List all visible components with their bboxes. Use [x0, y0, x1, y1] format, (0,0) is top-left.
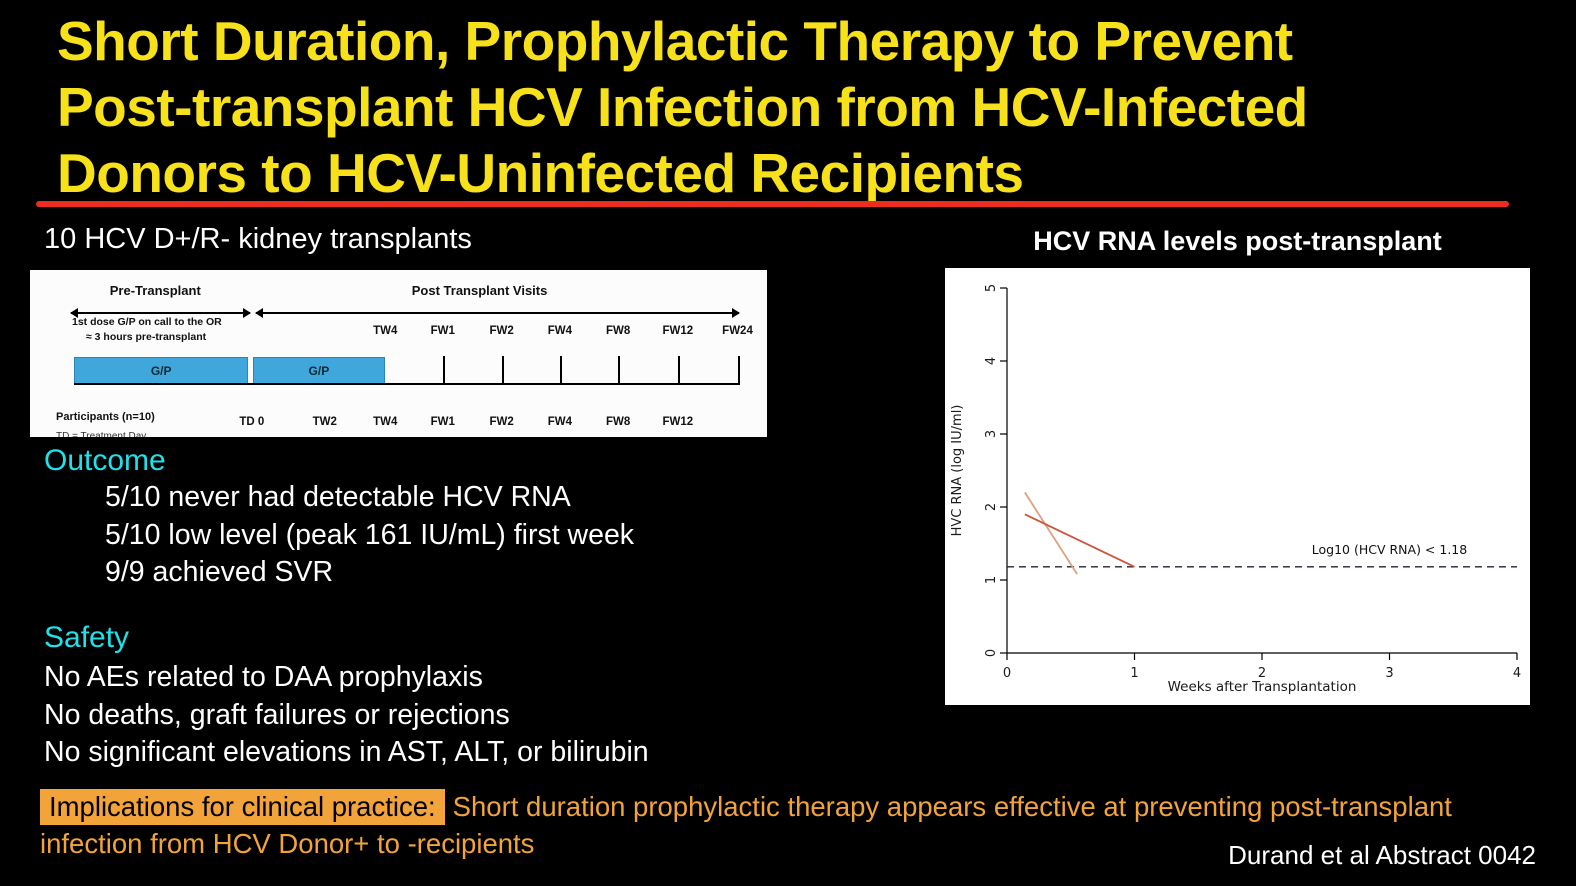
implications-body: Short duration prophylactic therapy appe…: [40, 791, 1452, 859]
first-dose-note-line2: ≈ 3 hours pre-transplant: [86, 331, 207, 343]
top-tick-label: FW1: [430, 325, 455, 337]
safety-item: No significant elevations in AST, ALT, o…: [44, 736, 649, 768]
outcome-item: 5/10 never had detectable HCV RNA: [105, 481, 571, 513]
bottom-tick-label: TW4: [373, 416, 398, 428]
svg-text:1: 1: [984, 576, 999, 584]
pre-transplant-arrow: [69, 308, 251, 318]
gp-treatment-bar-pre: G/P: [74, 357, 249, 384]
svg-text:4: 4: [1513, 666, 1521, 681]
top-tick-label: FW4: [547, 325, 573, 337]
svg-text:0: 0: [984, 649, 999, 657]
bottom-tick-label: FW1: [430, 416, 455, 428]
chart-panel: 0 1 2 3 4 0 1 2 3 4 5 Log10 (HCV RNA) < 1.18 HVC RNA…: [945, 268, 1530, 705]
left-section-heading: 10 HCV D+/R- kidney transplants: [44, 223, 472, 255]
svg-text:Weeks after Transplantation: Weeks after Transplantation: [1168, 679, 1357, 695]
title-line-3: Donors to HCV-Uninfected Recipients: [57, 142, 1024, 204]
gp-treatment-bar-post: G/P: [252, 357, 386, 384]
top-tick-label: FW24: [722, 325, 753, 337]
title-line-2: Post-transplant HCV Infection from HCV-I…: [57, 76, 1308, 138]
safety-heading: Safety: [44, 621, 130, 654]
svg-text:2: 2: [984, 503, 999, 511]
outcome-heading: Outcome: [44, 444, 166, 477]
timeline-footnote: TD = Treatment Day: [56, 431, 147, 437]
top-tick-label: FW2: [489, 325, 514, 337]
timeline-axis-line: [74, 383, 739, 385]
top-tick-label: TW4: [373, 325, 398, 337]
svg-text:3: 3: [984, 430, 999, 438]
bottom-tick-label: TW2: [312, 416, 337, 428]
pre-transplant-label: Pre-Transplant: [109, 283, 201, 298]
bottom-tick-label: TD 0: [239, 416, 265, 428]
svg-text:Log10 (HCV RNA) < 1.18: Log10 (HCV RNA) < 1.18: [1312, 542, 1467, 557]
svg-text:HVC RNA (log IU/ml): HVC RNA (log IU/ml): [950, 405, 965, 537]
top-tick-label: FW8: [605, 325, 631, 337]
svg-text:0: 0: [1003, 666, 1011, 681]
implications-highlight: Implications for clinical practice:: [40, 789, 445, 825]
citation: Durand et al Abstract 0042: [1228, 840, 1536, 870]
safety-item: No AEs related to DAA prophylaxis: [44, 661, 483, 693]
bottom-tick-label: FW8: [605, 416, 631, 428]
outcome-item: 5/10 low level (peak 161 IU/mL) first we…: [105, 518, 635, 551]
study-timeline-figure: Pre-Transplant Post Transplant Visits 1s…: [30, 270, 767, 437]
slide-title: Short Duration, Prophylactic Therapy to …: [57, 8, 1308, 206]
bottom-tick-label: FW12: [662, 416, 694, 428]
first-dose-note-line1: 1st dose G/P on call to the OR: [72, 316, 222, 328]
implications-statement: Implications for clinical practice: Short…: [40, 788, 1488, 862]
post-transplant-arrow: [254, 308, 741, 318]
timeline-tick: [442, 356, 445, 385]
safety-list: No AEs related to DAA prophylaxis No dea…: [44, 659, 649, 772]
bottom-tick-label: FW4: [547, 416, 573, 428]
timeline-tick: [559, 356, 562, 385]
outcome-item: 9/9 achieved SVR: [105, 556, 334, 588]
timeline-tick: [618, 356, 621, 385]
hcv-rna-chart: 0 1 2 3 4 0 1 2 3 4 5 Log10 (HCV RNA) < 1.18 HVC RNA…: [950, 284, 1521, 695]
timeline-tick: [501, 356, 504, 385]
post-transplant-visits-label: Post Transplant Visits: [411, 283, 548, 298]
svg-text:4: 4: [984, 357, 999, 365]
chart-heading: HCV RNA levels post-transplant: [1033, 226, 1442, 256]
safety-item: No deaths, graft failures or rejections: [44, 698, 510, 731]
top-tick-label: FW12: [662, 325, 694, 337]
svg-text:2: 2: [1258, 666, 1266, 681]
participants-label: Participants (n=10): [56, 411, 155, 423]
svg-text:3: 3: [1385, 666, 1393, 681]
timeline-tick: [737, 356, 740, 385]
title-divider: [36, 201, 1509, 207]
timeline-tick: [677, 356, 680, 385]
svg-text:1: 1: [1130, 666, 1138, 681]
outcome-list: 5/10 never had detectable HCV RNA 5/10 l…: [105, 479, 634, 592]
svg-text:5: 5: [984, 284, 999, 292]
bottom-tick-label: FW2: [489, 416, 514, 428]
title-line-1: Short Duration, Prophylactic Therapy to …: [57, 10, 1293, 72]
